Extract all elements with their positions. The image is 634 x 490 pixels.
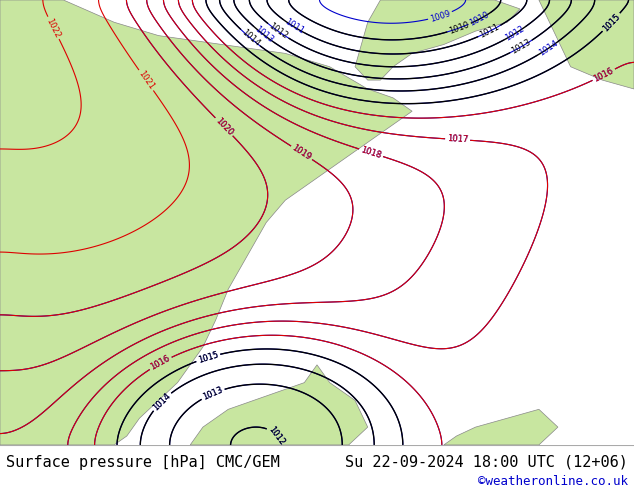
Text: 1016: 1016 — [149, 354, 172, 372]
Polygon shape — [0, 0, 412, 445]
Text: 1013: 1013 — [202, 385, 224, 402]
Text: 1009: 1009 — [429, 8, 451, 24]
Text: 1010: 1010 — [448, 20, 470, 36]
Polygon shape — [355, 0, 520, 80]
Text: 1014: 1014 — [151, 391, 172, 412]
Text: 1013: 1013 — [510, 38, 533, 56]
Polygon shape — [444, 409, 558, 445]
Text: 1016: 1016 — [592, 66, 615, 84]
Text: 1010: 1010 — [469, 10, 491, 28]
Text: 1015: 1015 — [197, 350, 219, 365]
Text: 1013: 1013 — [252, 24, 275, 45]
Text: Su 22-09-2024 18:00 UTC (12+06): Su 22-09-2024 18:00 UTC (12+06) — [345, 455, 628, 469]
Text: 1015: 1015 — [601, 12, 622, 33]
Text: 1012: 1012 — [503, 24, 526, 43]
Text: 1018: 1018 — [359, 146, 382, 160]
Text: 1016: 1016 — [149, 354, 172, 372]
Text: 1022: 1022 — [45, 17, 62, 39]
Text: 1020: 1020 — [214, 116, 235, 138]
Text: 1017: 1017 — [447, 134, 469, 145]
Text: Surface pressure [hPa] CMC/GEM: Surface pressure [hPa] CMC/GEM — [6, 455, 280, 469]
Text: 1018: 1018 — [359, 146, 382, 160]
Text: 1011: 1011 — [283, 18, 305, 36]
Polygon shape — [190, 365, 368, 445]
Text: 1011: 1011 — [478, 23, 501, 40]
Text: 1014: 1014 — [151, 391, 172, 412]
Text: 1015: 1015 — [601, 12, 622, 33]
Text: 1014: 1014 — [239, 27, 261, 48]
Text: 1019: 1019 — [290, 143, 313, 162]
Text: 1012: 1012 — [267, 22, 289, 41]
Text: 1016: 1016 — [592, 66, 615, 84]
Text: 1019: 1019 — [290, 143, 313, 162]
Text: 1012: 1012 — [267, 425, 287, 447]
Text: 1020: 1020 — [214, 116, 235, 138]
Polygon shape — [539, 0, 634, 89]
Text: 1013: 1013 — [202, 385, 224, 402]
Text: 1021: 1021 — [136, 69, 156, 92]
Text: 1015: 1015 — [197, 350, 219, 365]
Text: 1017: 1017 — [447, 134, 469, 145]
Text: 1012: 1012 — [267, 425, 287, 447]
Text: 1014: 1014 — [537, 39, 559, 58]
Text: ©weatheronline.co.uk: ©weatheronline.co.uk — [477, 475, 628, 489]
